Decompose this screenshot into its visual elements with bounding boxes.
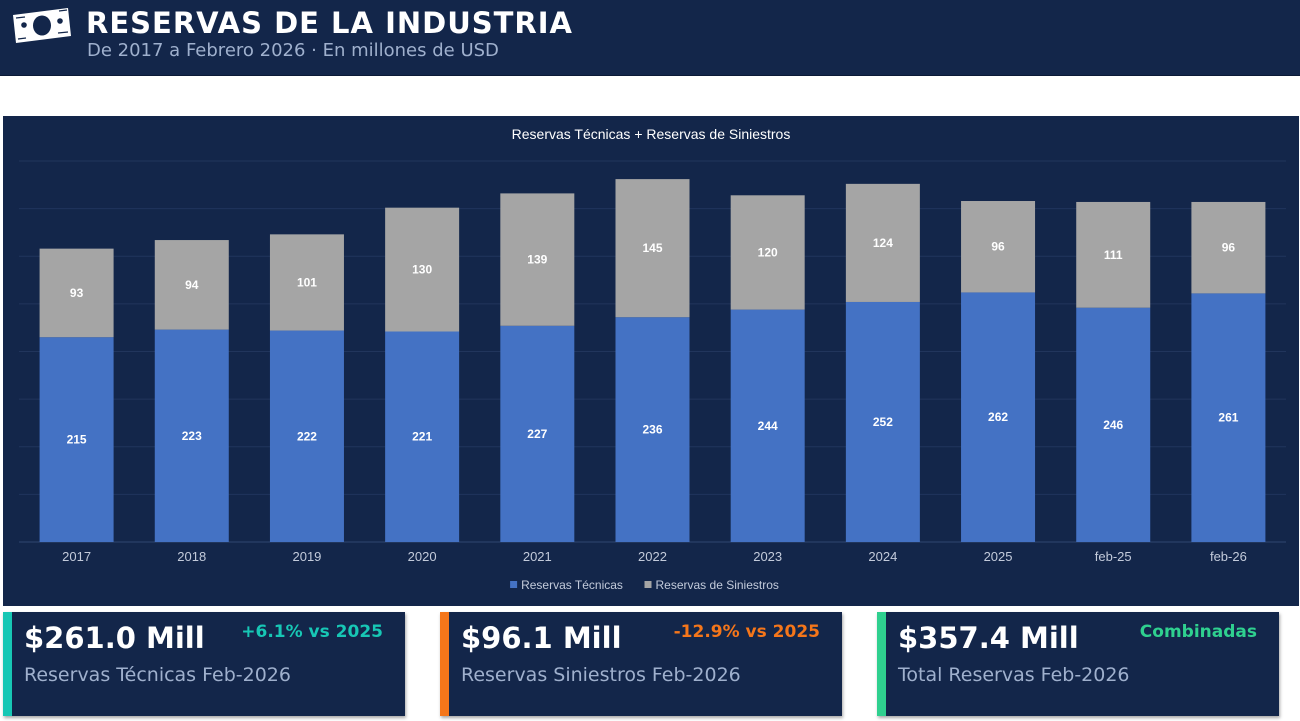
- chart-x-axis-labels: 2017 2018 2019 2020 2021 2022 2023 2024 2025 feb-…: [62, 549, 1247, 564]
- legend-swatch: [644, 581, 652, 588]
- data-label: 227: [527, 427, 547, 441]
- legend-swatch: [510, 581, 518, 588]
- data-label: 139: [527, 253, 547, 267]
- data-label: 94: [185, 278, 199, 292]
- kpi-change: -12.9% vs 2025: [673, 622, 820, 642]
- data-label: 236: [642, 423, 662, 437]
- header-bar: RESERVAS DE LA INDUSTRIA De 2017 a Febre…: [0, 0, 1300, 76]
- page-subtitle: De 2017 a Febrero 2026 · En millones de …: [87, 40, 499, 61]
- kpi-card-claims-reserves: $96.1 Mill -12.9% vs 2025 Reservas Sinie…: [440, 612, 842, 716]
- bar-siniestros-2022: [615, 179, 690, 318]
- x-tick-label: 2023: [753, 549, 782, 564]
- data-label: 252: [873, 415, 893, 429]
- kpi-label: Reservas Técnicas Feb-2026: [24, 664, 291, 686]
- data-label: 244: [758, 419, 778, 433]
- bar-siniestros-2024: [845, 183, 920, 302]
- x-tick-label: 2025: [984, 549, 1013, 564]
- kpi-change: Combinadas: [1139, 622, 1257, 642]
- bar-tecnicas-feb-25: [1076, 307, 1151, 542]
- kpi-card-total-reserves: $357.4 Mill Combinadas Total Reservas Fe…: [877, 612, 1279, 716]
- bar-tecnicas-2021: [500, 325, 575, 542]
- x-tick-label: 2021: [523, 549, 552, 564]
- legend-label: Reservas Técnicas: [521, 578, 623, 592]
- kpi-value: $261.0 Mill: [24, 621, 205, 655]
- legend-label: Reservas de Siniestros: [656, 578, 779, 592]
- data-label: 246: [1103, 418, 1123, 432]
- bar-tecnicas-feb-26: [1191, 293, 1266, 542]
- chart-panel: 215 93 223 94 222 101 221 130 227 139 236 145 244 120…: [3, 116, 1299, 606]
- bar-tecnicas-2019: [269, 330, 344, 542]
- data-label: 130: [412, 263, 432, 277]
- x-tick-label: 2020: [408, 549, 437, 564]
- bar-tecnicas-2025: [961, 292, 1036, 542]
- bar-tecnicas-2020: [385, 331, 460, 542]
- page-title: RESERVAS DE LA INDUSTRIA: [86, 6, 573, 40]
- data-label: 96: [991, 240, 1005, 254]
- chart-legend: Reservas Técnicas Reservas de Siniestros: [510, 578, 779, 592]
- bar-tecnicas-2017: [39, 337, 114, 542]
- x-tick-label: 2017: [62, 549, 91, 564]
- kpi-card-technical-reserves: $261.0 Mill +6.1% vs 2025 Reservas Técni…: [3, 612, 405, 716]
- chart-data-labels: 215 93 223 94 222 101 221 130 227 139 236 145 244 120…: [67, 236, 1239, 447]
- stacked-bar-chart: 215 93 223 94 222 101 221 130 227 139 236 145 244 120…: [19, 126, 1286, 592]
- bar-siniestros-2025: [961, 201, 1036, 293]
- data-label: 145: [642, 241, 662, 255]
- kpi-value: $96.1 Mill: [461, 621, 622, 655]
- kpi-accent-bar: [3, 612, 12, 716]
- x-tick-label: feb-26: [1210, 549, 1247, 564]
- data-label: 223: [182, 429, 202, 443]
- bar-siniestros-2019: [269, 234, 344, 331]
- data-label: 96: [1222, 241, 1236, 255]
- x-tick-label: 2022: [638, 549, 667, 564]
- bar-tecnicas-2023: [730, 309, 805, 542]
- bar-siniestros-2020: [385, 207, 460, 332]
- x-tick-label: feb-25: [1095, 549, 1132, 564]
- bar-tecnicas-2024: [845, 301, 920, 542]
- bar-tecnicas-2018: [154, 329, 229, 542]
- chart-bars: [39, 179, 1266, 542]
- kpi-label: Reservas Siniestros Feb-2026: [461, 664, 741, 686]
- x-tick-label: 2024: [868, 549, 897, 564]
- data-label: 93: [70, 286, 84, 300]
- kpi-label: Total Reservas Feb-2026: [898, 664, 1130, 686]
- kpi-accent-bar: [877, 612, 886, 716]
- data-label: 262: [988, 410, 1008, 424]
- bar-siniestros-2023: [730, 195, 805, 310]
- bar-siniestros-2021: [500, 193, 575, 326]
- kpi-change: +6.1% vs 2025: [241, 622, 383, 642]
- data-label: 124: [873, 236, 893, 250]
- x-tick-label: 2019: [292, 549, 321, 564]
- data-label: 221: [412, 430, 432, 444]
- data-label: 120: [758, 245, 778, 259]
- data-label: 261: [1218, 411, 1238, 425]
- data-label: 111: [1104, 248, 1123, 262]
- data-label: 222: [297, 429, 317, 443]
- bar-siniestros-feb-25: [1076, 201, 1151, 308]
- bar-tecnicas-2022: [615, 317, 690, 542]
- bar-siniestros-2017: [39, 248, 114, 338]
- bar-siniestros-2018: [154, 240, 229, 330]
- kpi-value: $357.4 Mill: [898, 621, 1079, 655]
- chart-title: Reservas Técnicas + Reservas de Siniestr…: [512, 126, 791, 142]
- money-bill-icon: [13, 8, 71, 43]
- x-tick-label: 2018: [177, 549, 206, 564]
- data-label: 215: [67, 433, 87, 447]
- data-label: 101: [297, 275, 317, 289]
- bar-siniestros-feb-26: [1191, 201, 1266, 294]
- kpi-accent-bar: [440, 612, 449, 716]
